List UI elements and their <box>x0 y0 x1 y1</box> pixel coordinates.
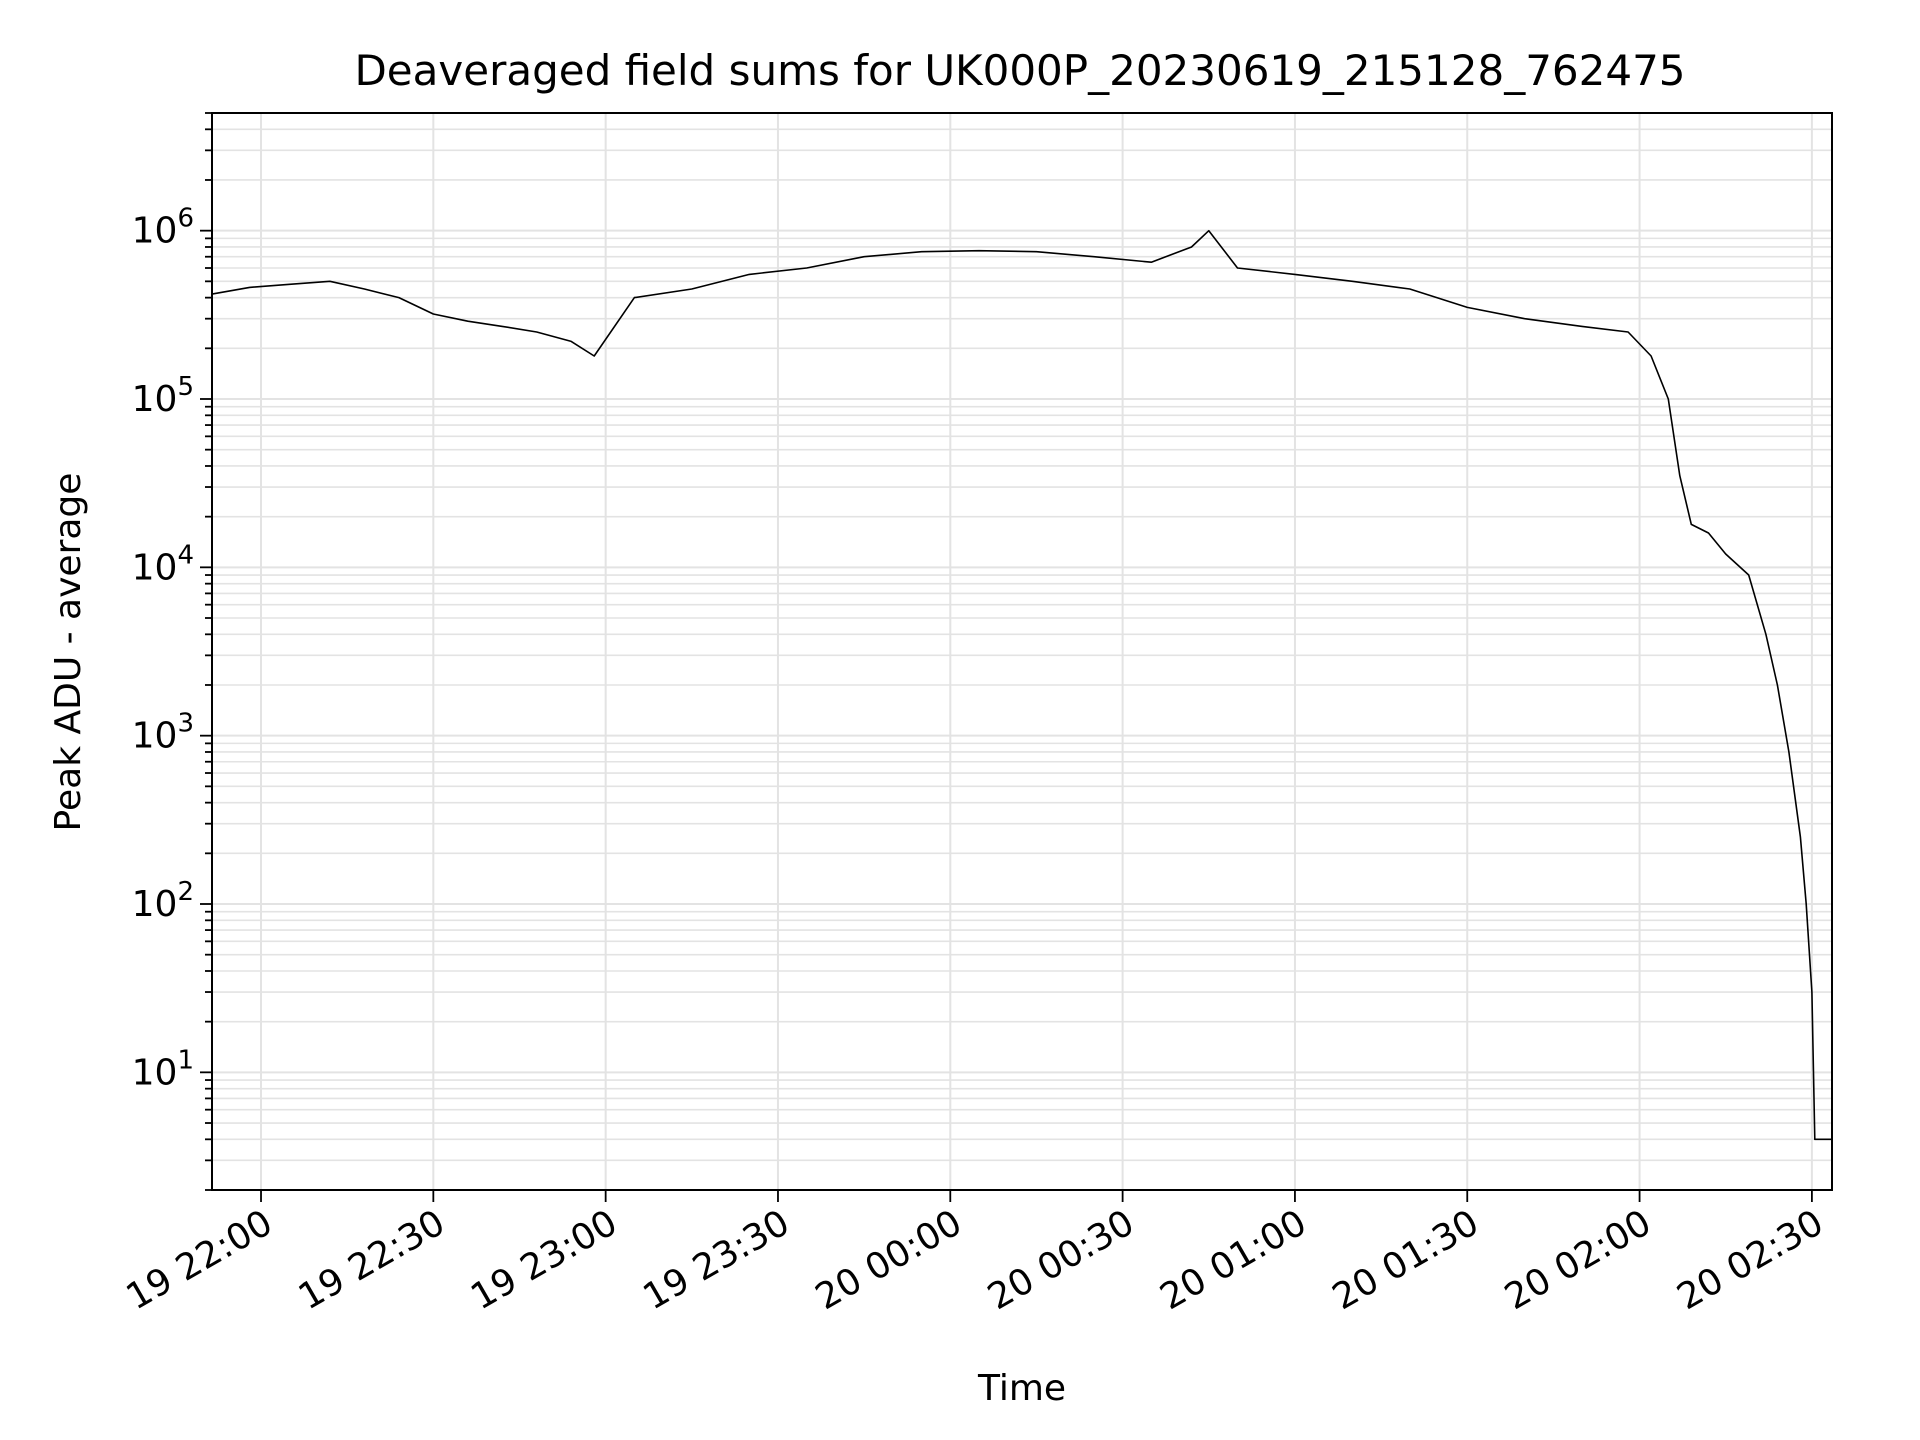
data-line-layer <box>211 229 1832 1141</box>
y-tick-label: 105 <box>132 372 194 420</box>
chart-title: Deaveraged field sums for UK000P_2023061… <box>354 46 1685 95</box>
data-series-line <box>211 229 1832 1141</box>
y-tick-label: 102 <box>132 877 194 925</box>
y-tick-label: 104 <box>132 540 194 588</box>
y-axis: 101 102 103 104 105 106 <box>132 112 212 1191</box>
x-axis-label: Time <box>977 1368 1066 1409</box>
y-tick-label: 103 <box>132 709 194 757</box>
y-tick-label: 101 <box>132 1045 194 1093</box>
y-axis-label: Peak ADU - average <box>48 473 89 832</box>
y-tick-label: 106 <box>132 204 194 252</box>
plot-frame <box>211 112 1833 1191</box>
